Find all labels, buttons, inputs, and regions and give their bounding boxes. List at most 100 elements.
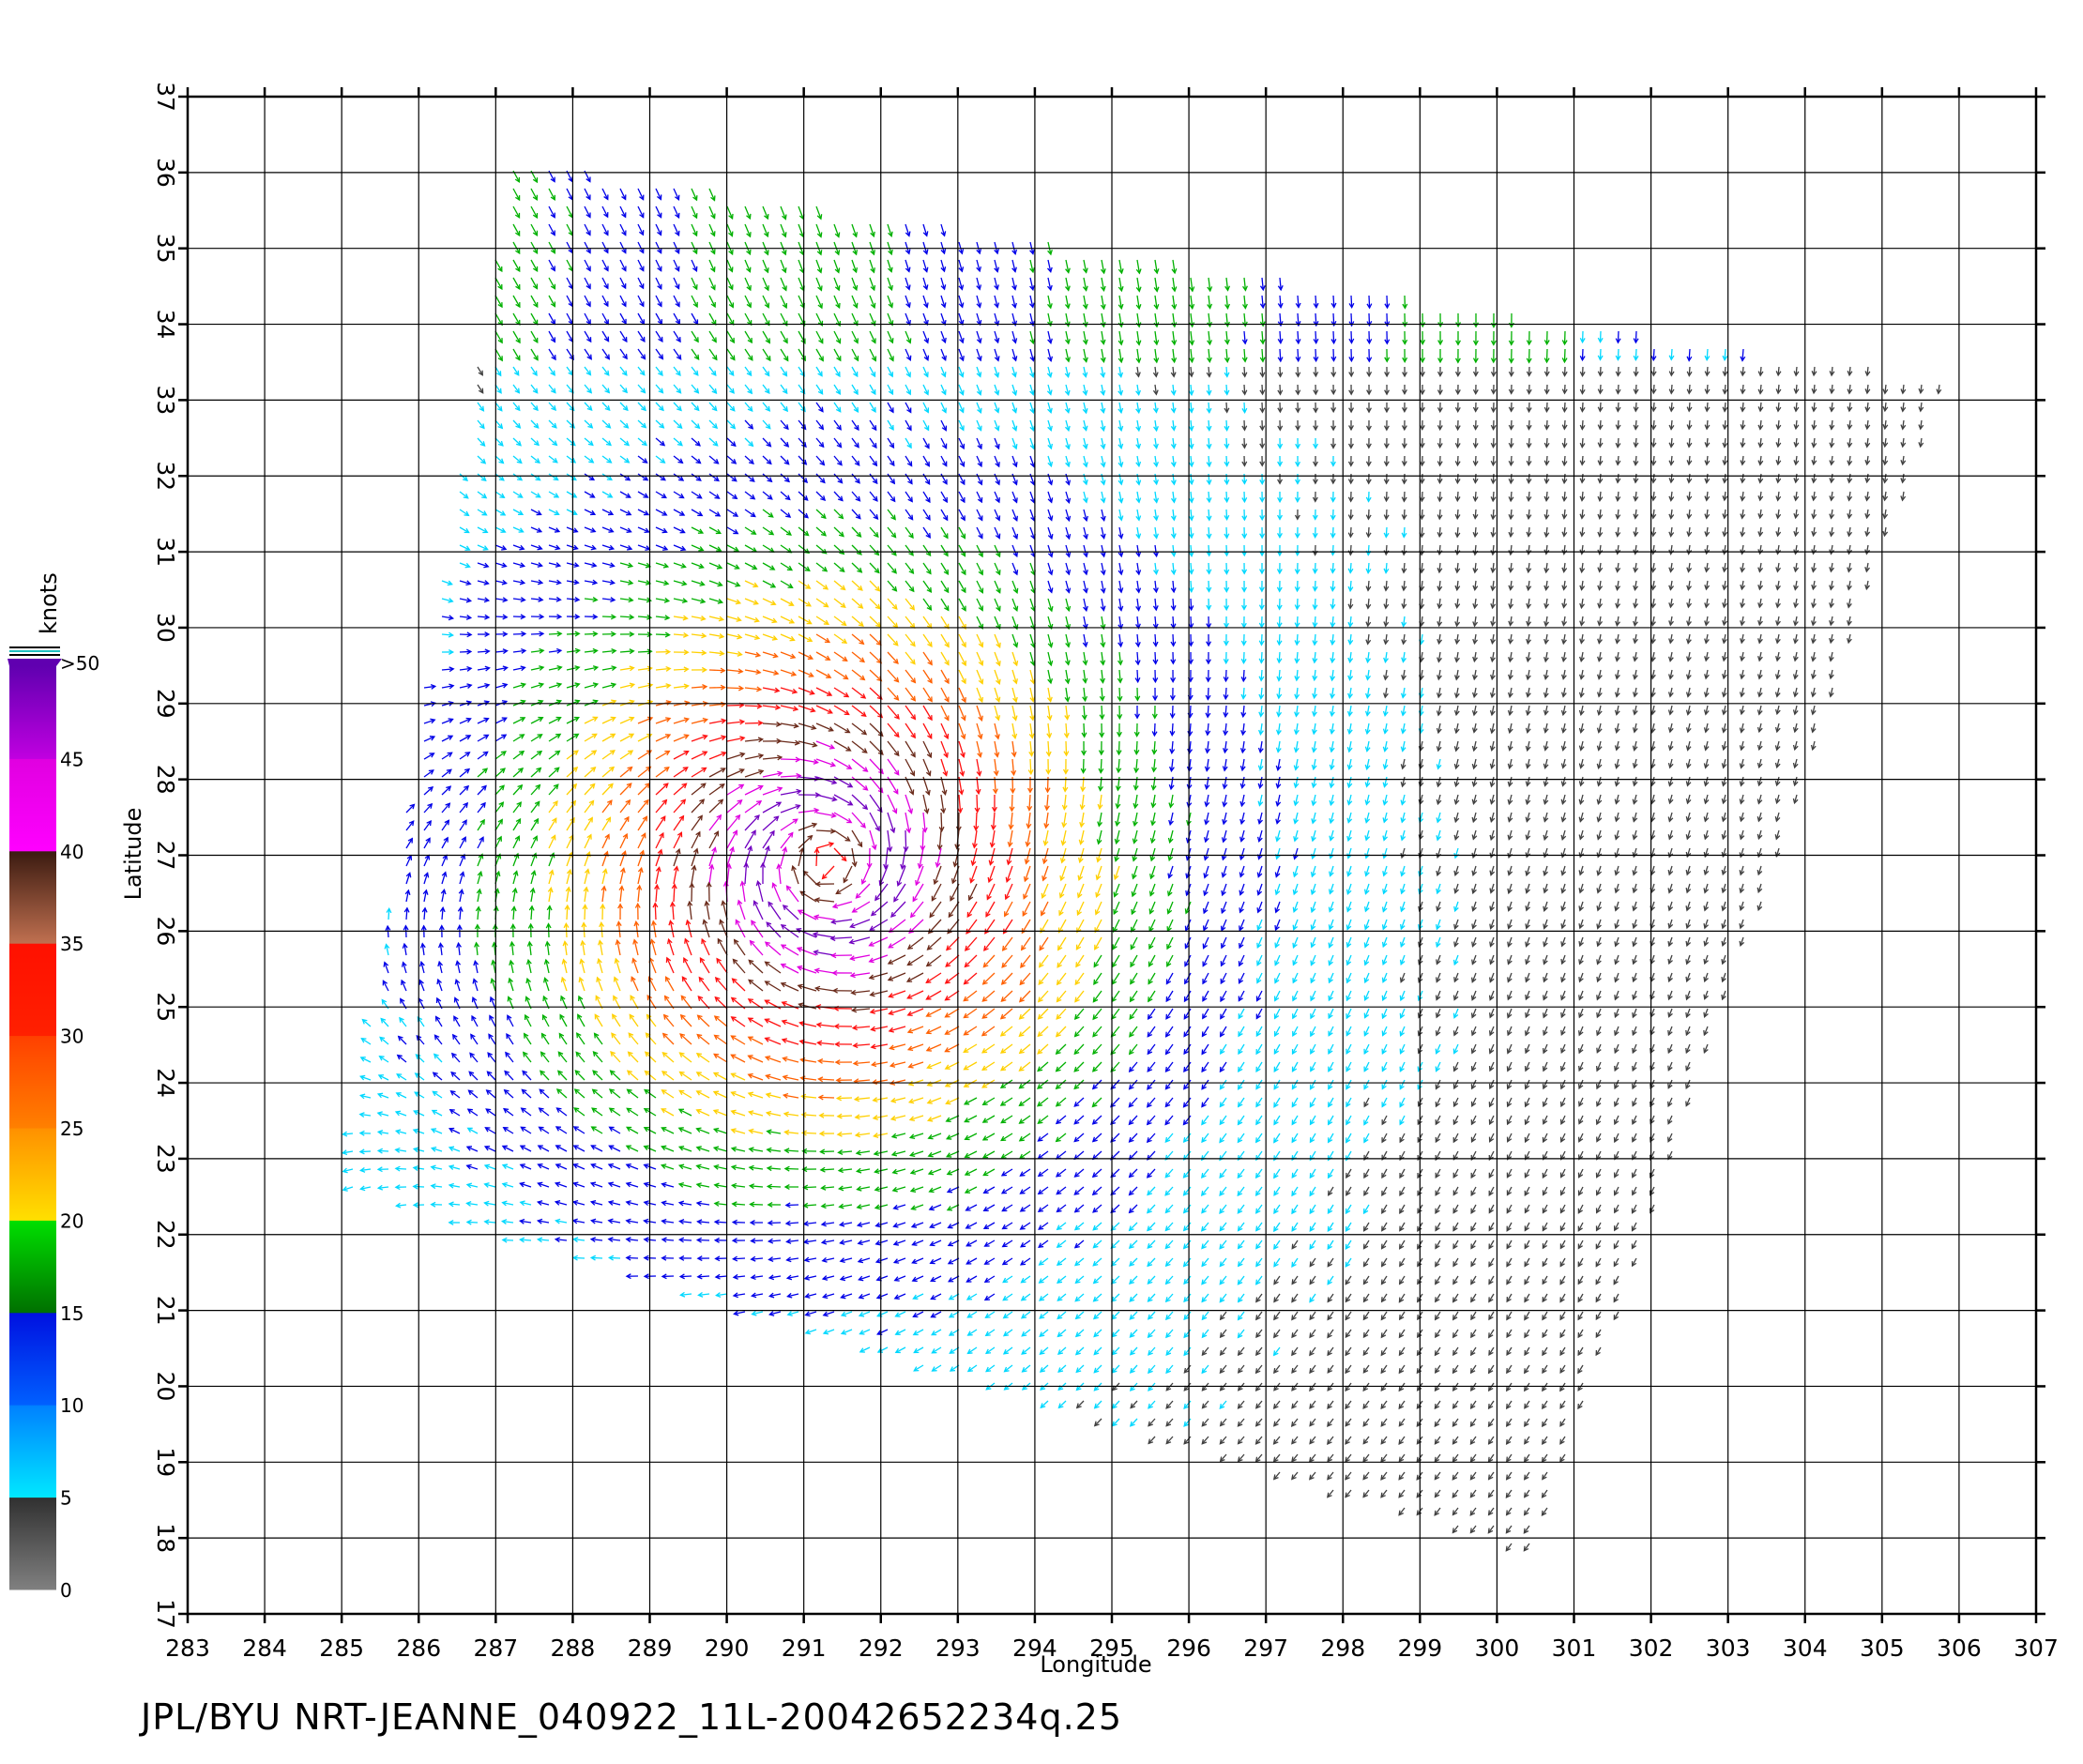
wind-vector — [1074, 972, 1085, 986]
wind-vector — [575, 1051, 585, 1063]
wind-vector — [1740, 526, 1746, 538]
wind-vector — [1380, 1257, 1388, 1268]
wind-vector — [1345, 1311, 1352, 1321]
wind-vector — [833, 223, 841, 238]
wind-vector — [762, 223, 769, 238]
wind-vector — [637, 277, 645, 290]
wind-vector — [1401, 616, 1407, 628]
wind-vector — [922, 669, 933, 684]
wind-vector — [661, 1255, 675, 1261]
wind-vector — [386, 906, 392, 920]
wind-vector — [1011, 687, 1018, 704]
wind-vector — [530, 665, 545, 671]
wind-vector — [1206, 544, 1212, 557]
wind-vector — [619, 665, 635, 672]
wind-vector — [1063, 740, 1070, 757]
wind-vector — [1275, 812, 1281, 825]
wind-vector — [1381, 1115, 1388, 1126]
wind-vector — [1508, 562, 1514, 573]
wind-vector — [1650, 348, 1657, 362]
wind-vector — [780, 330, 788, 344]
wind-vector — [1561, 348, 1568, 364]
wind-vector — [1046, 366, 1053, 378]
wind-vector — [815, 419, 825, 431]
wind-vector — [1277, 419, 1284, 432]
wind-vector — [1829, 669, 1834, 680]
wind-vector — [529, 887, 536, 903]
wind-vector — [1543, 509, 1550, 521]
wind-vector — [607, 1200, 621, 1206]
wind-vector — [1596, 705, 1603, 716]
wind-vector — [1082, 366, 1088, 378]
wind-vector — [1221, 847, 1227, 861]
wind-vector — [1454, 473, 1461, 485]
wind-vector — [1047, 562, 1054, 576]
wind-vector — [637, 614, 653, 620]
wind-vector — [922, 330, 930, 344]
wind-vector — [1328, 883, 1334, 895]
wind-vector — [1018, 1097, 1031, 1107]
wind-vector — [905, 544, 914, 556]
wind-vector — [851, 473, 860, 484]
wind-vector — [887, 473, 896, 485]
wind-vector — [1065, 544, 1072, 558]
wind-vector — [785, 1256, 799, 1263]
wind-vector — [1472, 419, 1479, 431]
wind-vector — [1452, 1115, 1459, 1126]
wind-vector — [1864, 509, 1871, 520]
wind-vector — [1205, 669, 1211, 683]
wind-vector — [1632, 669, 1638, 680]
wind-vector — [1152, 687, 1159, 702]
wind-vector — [963, 1097, 978, 1105]
wind-vector — [1650, 526, 1657, 538]
wind-vector — [798, 846, 805, 867]
wind-vector — [618, 885, 625, 903]
wind-vector — [994, 651, 1001, 667]
wind-vector — [1542, 1150, 1548, 1161]
wind-vector — [1329, 758, 1335, 770]
wind-vector — [874, 1257, 889, 1264]
wind-vector — [1632, 919, 1638, 930]
wind-vector — [468, 1071, 479, 1081]
wind-vector — [1328, 954, 1334, 966]
wind-vector — [851, 705, 867, 718]
wind-vector — [1148, 1364, 1156, 1375]
wind-vector — [661, 1237, 675, 1243]
wind-vector — [1454, 437, 1461, 449]
wind-vector — [1436, 829, 1442, 842]
wind-vector — [548, 455, 558, 464]
wind-vector — [1703, 812, 1710, 823]
wind-vector — [798, 455, 808, 465]
x-tick-label: 302 — [1629, 1635, 1674, 1662]
wind-vector — [1525, 776, 1531, 787]
wind-vector — [994, 544, 1001, 558]
wind-vector — [1685, 705, 1692, 716]
wind-vector — [610, 1051, 621, 1063]
wind-vector — [1092, 1008, 1102, 1021]
wind-vector — [1757, 491, 1764, 502]
wind-vector — [1577, 1311, 1584, 1321]
wind-vector — [1065, 277, 1071, 292]
wind-vector — [536, 1218, 550, 1224]
wind-vector — [512, 835, 521, 849]
wind-vector — [988, 847, 996, 866]
wind-vector — [1133, 794, 1139, 810]
wind-vector — [571, 1255, 585, 1261]
wind-vector — [1224, 544, 1230, 557]
wind-vector — [1363, 1008, 1370, 1019]
wind-vector — [726, 348, 736, 361]
wind-vector — [1220, 954, 1227, 967]
wind-vector — [530, 259, 539, 273]
wind-vector — [1437, 616, 1443, 628]
wind-vector — [1259, 491, 1266, 503]
wind-vector — [1065, 491, 1072, 504]
wind-vector — [1382, 776, 1389, 788]
wind-vector — [625, 1200, 639, 1206]
wind-vector — [1170, 384, 1177, 396]
wind-vector — [780, 831, 794, 849]
wind-vector — [1118, 348, 1124, 364]
wind-vector — [822, 1311, 835, 1317]
wind-vector — [917, 847, 924, 870]
wind-vector — [695, 1127, 710, 1134]
wind-vector — [1633, 651, 1638, 662]
